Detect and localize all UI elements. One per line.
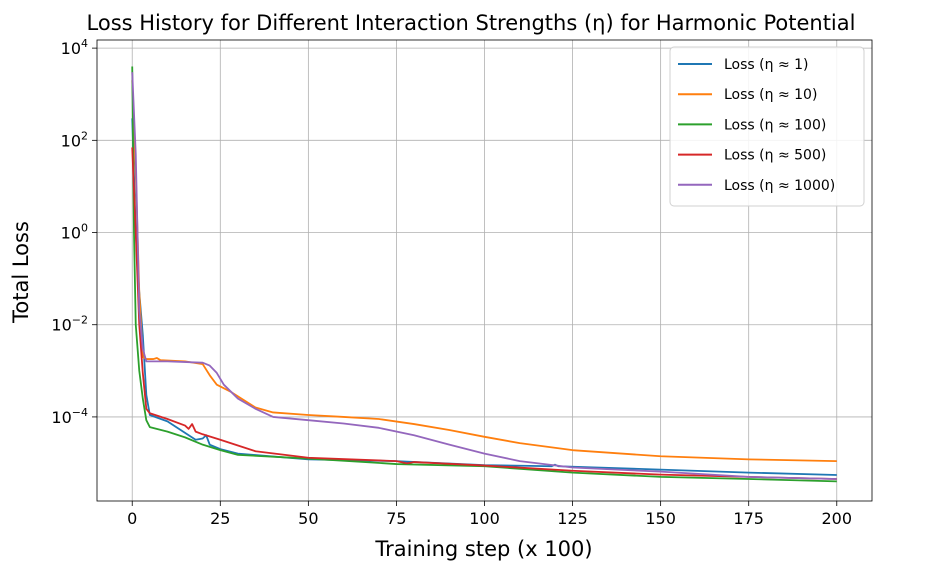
x-tick-label: 75 bbox=[386, 509, 406, 528]
y-axis-label: Total Loss bbox=[9, 221, 33, 324]
legend-label: Loss (η ≈ 1) bbox=[724, 57, 809, 73]
y-tick-label: 104 bbox=[61, 37, 88, 58]
legend-label: Loss (η ≈ 100) bbox=[724, 117, 826, 133]
x-tick-label: 25 bbox=[210, 509, 230, 528]
series-line bbox=[131, 72, 837, 480]
legend-box bbox=[669, 46, 865, 207]
series-layer bbox=[131, 66, 837, 483]
y-tick-label: 102 bbox=[61, 129, 88, 150]
x-axis-label: Training step (x 100) bbox=[374, 537, 592, 561]
x-tick-label: 150 bbox=[645, 509, 676, 528]
ticks-layer: 0 25 50 75 100 125 150 175 200 10−4 10−2 100 102 104 bbox=[51, 37, 852, 528]
legend: Loss (η ≈ 1) Loss (η ≈ 10) Loss (η ≈ 100) L… bbox=[669, 46, 865, 207]
x-tick-label: 50 bbox=[298, 509, 318, 528]
legend-label: Loss (η ≈ 10) bbox=[724, 87, 817, 103]
y-tick-label: 10−4 bbox=[51, 406, 88, 427]
legend-label: Loss (η ≈ 500) bbox=[724, 148, 826, 164]
y-tick-label: 100 bbox=[61, 222, 88, 243]
x-tick-label: 100 bbox=[469, 509, 500, 528]
y-tick-label: 10−2 bbox=[51, 314, 88, 335]
x-tick-label: 200 bbox=[821, 509, 852, 528]
series-line bbox=[131, 66, 837, 483]
x-tick-label: 175 bbox=[733, 509, 764, 528]
x-tick-label: 0 bbox=[127, 509, 137, 528]
series-line bbox=[131, 147, 837, 480]
chart-title: Loss History for Different Interaction S… bbox=[87, 11, 856, 35]
legend-label: Loss (η ≈ 1000) bbox=[724, 178, 835, 194]
x-tick-label: 125 bbox=[557, 509, 588, 528]
series-line bbox=[131, 80, 837, 463]
